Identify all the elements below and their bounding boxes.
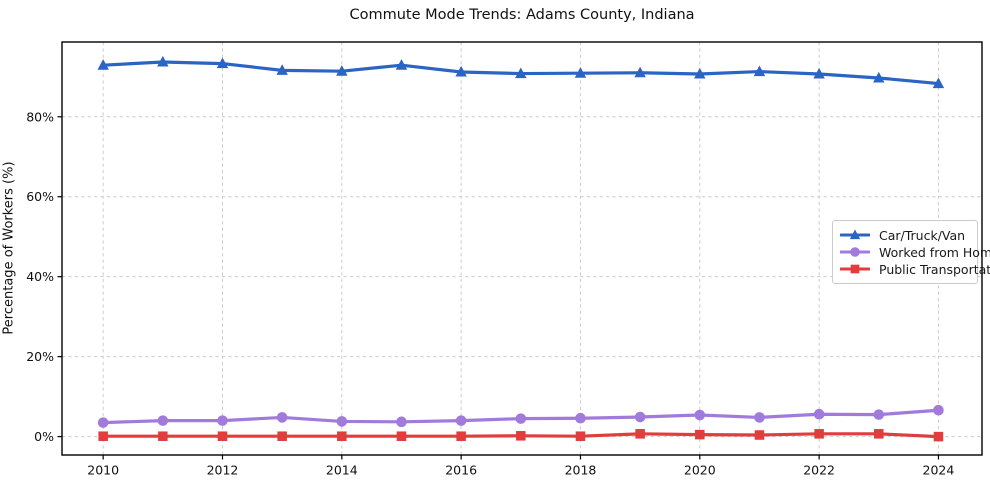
data-point-marker	[575, 431, 586, 441]
legend: Car/Truck/Van Worked from Home Public Tr…	[832, 220, 990, 284]
data-point-marker	[216, 57, 229, 69]
y-tick-label: 60%	[26, 189, 54, 204]
data-point-marker	[694, 409, 706, 421]
data-point-marker	[849, 229, 861, 240]
data-point-marker	[157, 55, 169, 67]
data-point-marker	[395, 59, 408, 70]
y-axis-label: Percentage of Workers (%)	[1, 161, 17, 335]
x-tick-label: 2010	[87, 463, 119, 478]
data-point-marker	[336, 416, 348, 427]
data-point-marker	[694, 67, 706, 79]
y-tick-label: 80%	[26, 109, 54, 124]
legend-line-square-icon	[840, 264, 870, 274]
legend-item-worked-from-home: Worked from Home	[840, 244, 990, 260]
data-point-marker	[850, 247, 860, 257]
data-point-marker	[933, 431, 944, 442]
data-point-marker	[217, 415, 228, 426]
data-point-marker	[455, 65, 467, 77]
data-point-marker	[456, 431, 466, 441]
data-point-marker	[98, 431, 108, 441]
series-worked-from-home	[97, 404, 944, 428]
series-car-truck-van	[97, 55, 945, 89]
data-point-marker	[97, 417, 109, 428]
data-point-marker	[157, 415, 169, 426]
data-point-marker	[97, 59, 109, 70]
data-point-marker	[634, 411, 646, 423]
data-point-marker	[634, 66, 646, 78]
data-point-marker	[874, 429, 884, 439]
x-tick-label: 2022	[803, 463, 835, 478]
legend-item-public-transportation: Public Transportation	[840, 261, 990, 277]
data-point-marker	[813, 67, 825, 79]
data-point-marker	[753, 65, 766, 77]
y-tick-label: 40%	[26, 269, 54, 284]
data-point-marker	[754, 412, 765, 423]
data-point-marker	[158, 431, 168, 441]
data-point-marker	[814, 429, 824, 439]
data-point-marker	[217, 431, 228, 441]
data-point-marker	[277, 431, 287, 441]
data-point-marker	[337, 431, 347, 441]
x-tick-label: 2014	[326, 463, 358, 478]
data-point-marker	[933, 404, 944, 416]
data-point-marker	[396, 431, 407, 441]
data-point-marker	[276, 412, 288, 423]
chart-title: Commute Mode Trends: Adams County, India…	[349, 7, 695, 23]
data-point-marker	[455, 415, 467, 426]
data-point-marker	[635, 429, 645, 439]
data-point-marker	[850, 264, 860, 274]
data-point-marker	[336, 65, 348, 76]
legend-label-public-transportation: Public Transportation	[879, 261, 990, 277]
x-tick-label: 2018	[565, 463, 597, 478]
data-point-marker	[575, 412, 586, 424]
x-tick-label: 2024	[923, 463, 955, 478]
data-point-marker	[873, 409, 885, 420]
data-point-marker	[515, 67, 527, 79]
data-point-marker	[515, 413, 527, 424]
y-tick-label: 20%	[26, 349, 54, 364]
x-tick-label: 2016	[445, 463, 477, 478]
axis-ticks: 2010 2012 2014 2016 2018 2020 2022 2024 0% 20% 40%…	[26, 109, 954, 477]
legend-item-car-truck-van: Car/Truck/Van	[840, 227, 971, 243]
data-point-marker	[276, 64, 288, 75]
data-point-marker	[516, 431, 526, 441]
data-point-marker	[873, 71, 885, 83]
legend-line-triangle-icon	[840, 229, 870, 240]
data-point-marker	[396, 416, 407, 428]
data-point-marker	[932, 77, 945, 89]
legend-label-car-truck-van: Car/Truck/Van	[879, 227, 966, 243]
x-tick-label: 2020	[684, 463, 716, 478]
plot-border	[61, 41, 983, 456]
data-point-marker	[813, 408, 825, 420]
data-point-marker	[574, 67, 587, 78]
data-point-marker	[695, 429, 705, 440]
y-tick-label: 0%	[34, 429, 54, 444]
data-point-marker	[754, 430, 765, 440]
legend-line-circle-icon	[840, 247, 870, 257]
series-public-transportation	[98, 429, 944, 442]
x-tick-label: 2012	[207, 463, 239, 478]
legend-label-worked-from-home: Worked from Home	[879, 244, 990, 260]
